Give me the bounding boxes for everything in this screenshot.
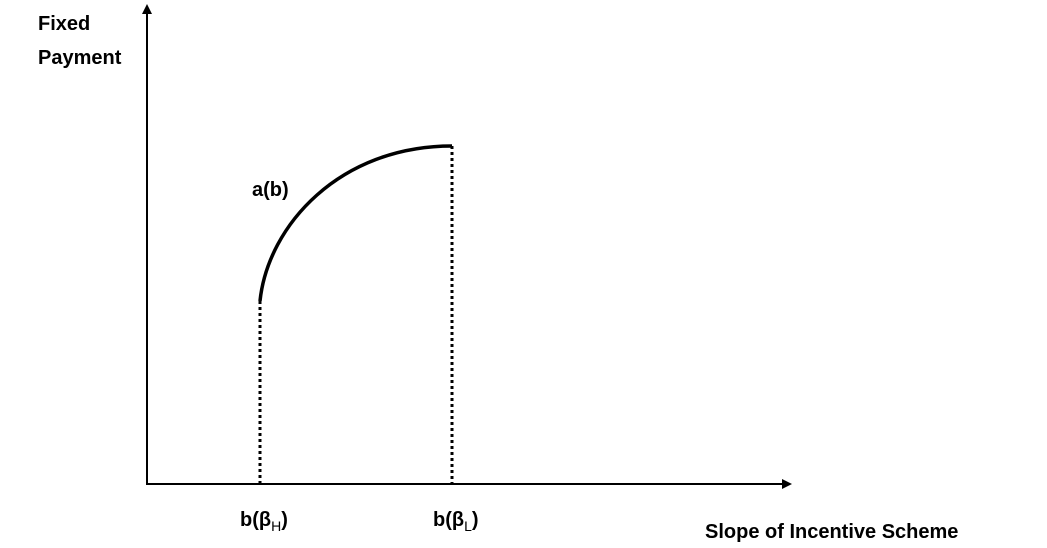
y-axis-label: Payment bbox=[38, 47, 122, 69]
label-text: b(β bbox=[433, 509, 464, 531]
y-axis-label: Fixed bbox=[38, 13, 90, 35]
label-subscript: H bbox=[271, 518, 281, 534]
label-subscript: L bbox=[464, 518, 472, 534]
curve-label: a(b) bbox=[252, 179, 289, 201]
x-marker-label: b(βL) bbox=[433, 509, 479, 534]
label-text: ) bbox=[281, 509, 288, 531]
label-text: b(β bbox=[240, 509, 271, 531]
curve bbox=[258, 144, 453, 302]
label-text: ) bbox=[472, 509, 479, 531]
x-axis-label: Slope of Incentive Scheme bbox=[705, 521, 958, 543]
x-marker-label: b(βH) bbox=[240, 509, 288, 534]
